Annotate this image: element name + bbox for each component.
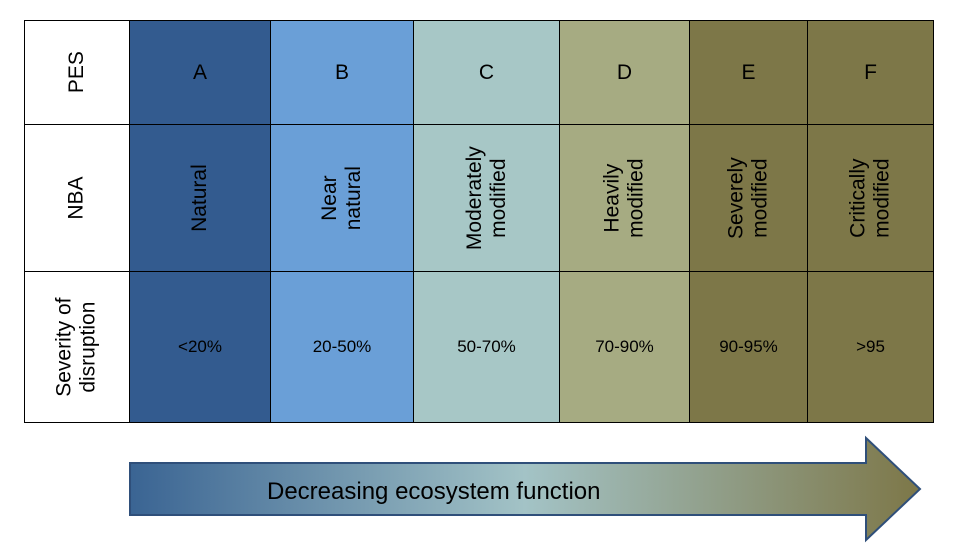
- grade-c-cell: C: [413, 20, 560, 125]
- nba-b-cell: Near natural: [270, 124, 414, 272]
- grade-d-label: D: [616, 60, 633, 84]
- severity-b-cell: 20-50%: [270, 271, 414, 423]
- grade-b-cell: B: [270, 20, 414, 125]
- grade-a-cell: A: [129, 20, 271, 125]
- grade-f-label: F: [864, 60, 877, 84]
- grade-e-label: E: [741, 60, 756, 84]
- nba-c-cell: Moderately modified: [413, 124, 560, 272]
- grade-a-label: A: [192, 60, 207, 84]
- severity-a-value: <20%: [178, 337, 222, 356]
- severity-f-value: >95: [856, 337, 885, 356]
- severity-e-value: 90-95%: [719, 337, 778, 356]
- severity-f-cell: >95: [807, 271, 934, 423]
- grade-e-cell: E: [689, 20, 808, 125]
- severity-b-value: 20-50%: [312, 337, 372, 356]
- severity-d-cell: 70-90%: [559, 271, 690, 423]
- nba-d-cell: Heavily modified: [559, 124, 690, 272]
- grade-b-label: B: [334, 60, 349, 84]
- nba-f-cell: Critically modified: [807, 124, 934, 272]
- grade-d-cell: D: [559, 20, 690, 125]
- severity-e-cell: 90-95%: [689, 271, 808, 423]
- grade-f-cell: F: [807, 20, 934, 125]
- arrow-label: Decreasing ecosystem function: [267, 478, 601, 505]
- arrow-shape: [129, 435, 922, 543]
- severity-c-value: 50-70%: [457, 337, 516, 356]
- severity-a-cell: <20%: [129, 271, 271, 423]
- severity-d-value: 70-90%: [595, 337, 654, 356]
- nba-e-cell: Severely modified: [689, 124, 808, 272]
- grade-c-label: C: [478, 60, 495, 84]
